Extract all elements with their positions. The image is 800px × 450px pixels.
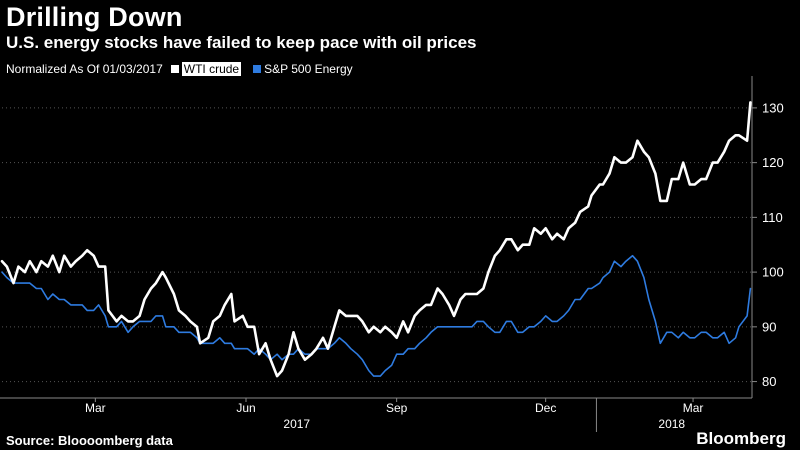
x-year-label-2017: 2017 bbox=[283, 417, 310, 431]
y-tick-label-100: 100 bbox=[762, 265, 784, 280]
x-year-label-2018: 2018 bbox=[658, 417, 685, 431]
y-tick-label-90: 90 bbox=[762, 319, 776, 334]
legend-item-energy: S&P 500 Energy bbox=[253, 62, 353, 76]
series-lines bbox=[0, 101, 752, 378]
series-line-sp500-energy bbox=[1, 254, 752, 377]
y-tick-label-110: 110 bbox=[762, 210, 783, 225]
y-tick-label-130: 130 bbox=[762, 100, 784, 115]
legend-swatch-wti bbox=[170, 65, 179, 73]
x-tick-label-mar-4: Mar bbox=[683, 401, 704, 415]
legend-swatch-energy bbox=[253, 65, 262, 73]
legend-item-wti: WTI crude bbox=[170, 62, 242, 76]
chart-subtitle: U.S. energy stocks have failed to keep p… bbox=[6, 33, 477, 52]
bloomberg-logo: Bloomberg bbox=[696, 429, 786, 448]
series-line-wti-crude bbox=[0, 101, 752, 378]
legend-label-energy: S&P 500 Energy bbox=[264, 62, 353, 76]
x-tick-label-jun-1: Jun bbox=[236, 401, 255, 415]
legend-note: Normalized As Of 01/03/2017 bbox=[6, 62, 163, 76]
legend-label-wti: WTI crude bbox=[181, 62, 242, 76]
legend: Normalized As Of 01/03/2017 WTI crude S&… bbox=[6, 62, 365, 76]
chart-title: Drilling Down bbox=[6, 2, 183, 32]
x-tick-label-mar-0: Mar bbox=[85, 401, 106, 415]
x-tick-label-sep-2: Sep bbox=[386, 401, 408, 415]
x-tick-label-dec-3: Dec bbox=[535, 401, 556, 415]
y-tick-label-80: 80 bbox=[762, 374, 776, 389]
gridlines bbox=[2, 107, 752, 383]
axes: 80 90 100 110 120 130 Mar Jun Sep Dec Mar 2017 2018 bbox=[0, 76, 784, 432]
source-note: Source: Bloooomberg data bbox=[6, 433, 173, 448]
y-tick-label-120: 120 bbox=[762, 155, 784, 170]
